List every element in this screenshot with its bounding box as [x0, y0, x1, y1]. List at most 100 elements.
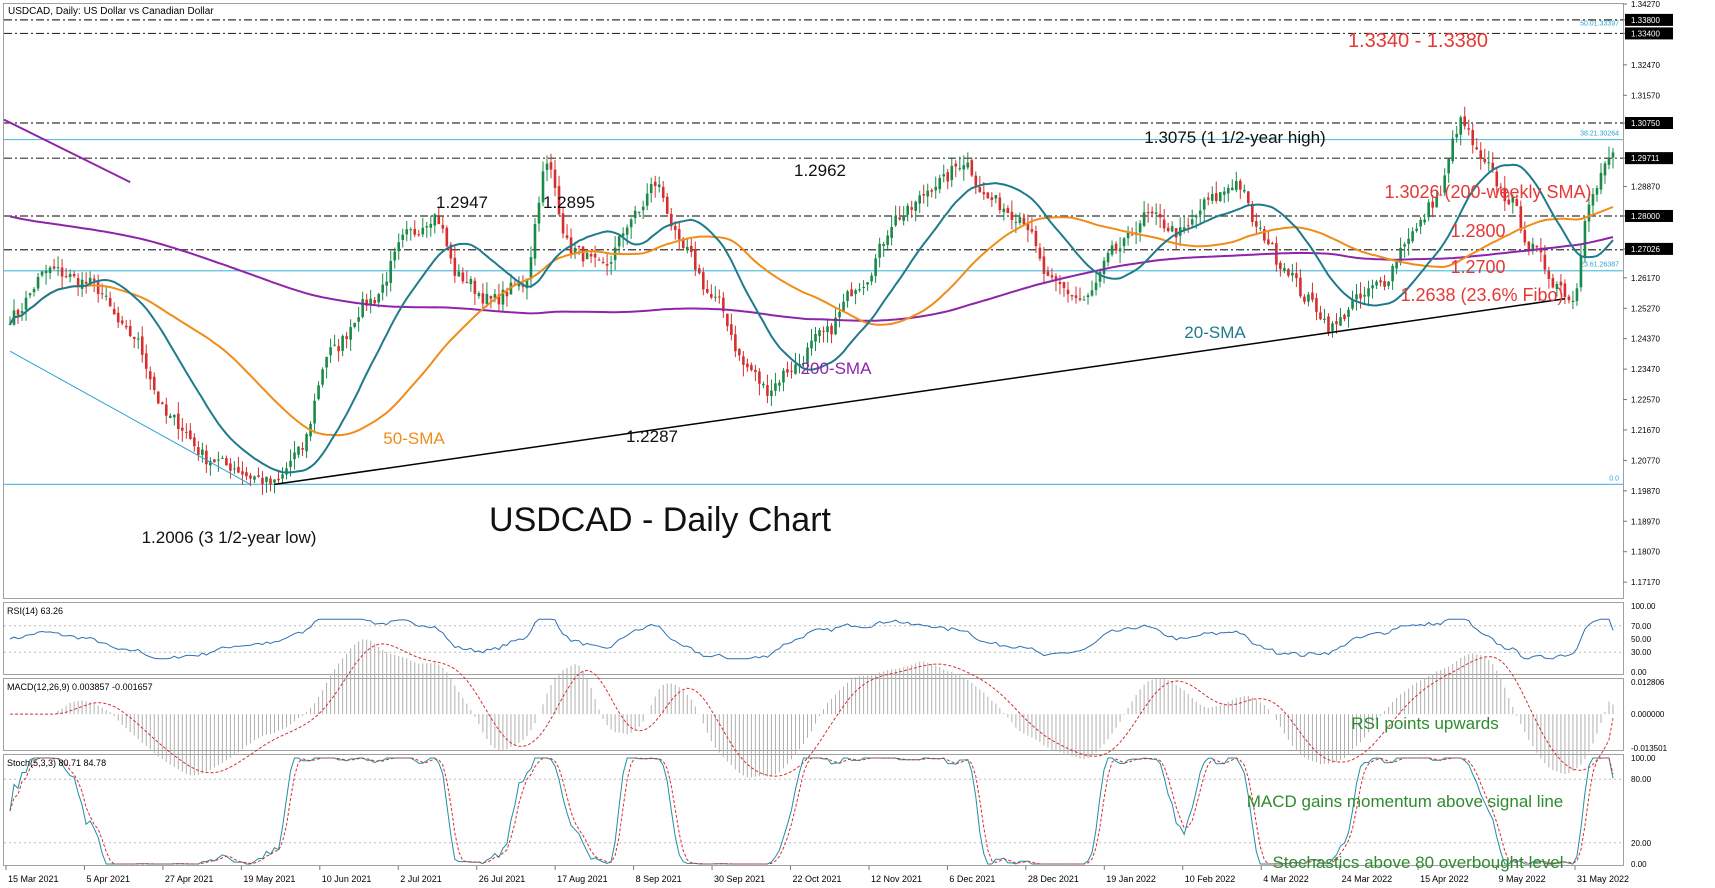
candle-body: [922, 194, 926, 196]
candle-body: [373, 299, 376, 304]
macd-panel[interactable]: [3, 678, 1624, 751]
candle-body: [337, 346, 340, 352]
candle-body: [341, 335, 344, 351]
candle-body: [281, 474, 284, 479]
candle-body: [589, 254, 593, 257]
candle-body: [1495, 171, 1499, 187]
candle-body: [1299, 277, 1302, 297]
price-tag-label: 1.33400: [1631, 29, 1660, 38]
candle-body: [1463, 116, 1467, 127]
candle-body: [1479, 150, 1483, 159]
candle-body: [1487, 162, 1491, 164]
candle-body: [537, 202, 541, 224]
candle-body: [56, 267, 60, 269]
candle-body: [641, 206, 645, 211]
price-panel[interactable]: [3, 3, 1624, 599]
candle-body: [898, 217, 901, 220]
candle-body: [890, 227, 893, 238]
candle-body: [830, 325, 833, 335]
candle-body: [1519, 206, 1523, 231]
candle-body: [1559, 281, 1563, 286]
candle-body: [806, 347, 809, 364]
candle-body: [1359, 293, 1362, 299]
candle-body: [665, 196, 669, 214]
candle-body: [381, 284, 384, 293]
date-tick-label: 30 Sep 2021: [714, 874, 765, 884]
candle-body: [645, 193, 649, 206]
annotation-high: 1.3075 (1 1/2-year high): [1144, 128, 1325, 147]
candle-body: [169, 415, 172, 419]
candle-body: [1475, 147, 1479, 150]
date-tick-label: 8 Sep 2021: [636, 874, 682, 884]
price-tag: [1625, 242, 1673, 255]
annotation-weekly-sma: 1.3026 (200-weekly SMA): [1384, 182, 1591, 202]
stoch-d-line: [9, 757, 1614, 865]
candle-body: [998, 197, 1002, 211]
candle-body: [197, 447, 200, 455]
macd-tick-label: 0.012806: [1631, 678, 1665, 687]
candle-body: [88, 277, 92, 285]
candle-body: [1527, 241, 1531, 250]
candle-body: [609, 262, 613, 264]
candle-body: [1126, 232, 1130, 239]
candle-body: [894, 215, 897, 226]
candle-body: [802, 363, 805, 365]
candle-body: [108, 297, 112, 307]
candle-body: [1583, 221, 1587, 257]
candle-body: [72, 274, 76, 277]
candle-body: [505, 291, 509, 297]
candle-body: [689, 245, 693, 253]
candle-body: [1122, 238, 1126, 246]
candle-body: [962, 165, 966, 170]
candle-body: [1050, 275, 1054, 278]
price-tick-label: 1.32470: [1631, 61, 1660, 70]
date-tick-label: 5 Apr 2021: [86, 874, 130, 884]
macd-tick-label: -0.013501: [1631, 744, 1668, 753]
candle-body: [1014, 221, 1018, 223]
candle-body: [481, 293, 485, 304]
candle-body: [1074, 295, 1078, 298]
candle-body: [1603, 163, 1607, 176]
candle-body: [1263, 229, 1266, 241]
candle-body: [1415, 228, 1418, 231]
candle-body: [706, 289, 709, 293]
candle-body: [1130, 234, 1134, 236]
price-tag: [1625, 152, 1673, 165]
candle-body: [862, 286, 865, 288]
candle-body: [1259, 227, 1262, 229]
candle-body: [710, 294, 713, 298]
sma-20-line: [9, 163, 1614, 474]
date-tick-label: 27 Apr 2021: [165, 874, 214, 884]
candle-body: [1311, 292, 1314, 300]
rsi-panel[interactable]: [3, 602, 1624, 675]
candle-body: [818, 330, 821, 337]
candle-body: [489, 295, 493, 299]
candle-body: [1295, 273, 1298, 279]
candle-body: [1090, 290, 1094, 296]
candle-body: [1114, 243, 1118, 251]
annotation-fibo: 1.2638 (23.6% Fibo): [1400, 285, 1563, 305]
stoch-tick-label: 80.00: [1631, 775, 1652, 784]
candle-body: [397, 242, 401, 252]
label-200-sma: 200-SMA: [801, 359, 873, 378]
candle-body: [1110, 245, 1114, 255]
candle-body: [774, 383, 777, 391]
candle-body: [377, 294, 380, 303]
candle-body: [621, 233, 625, 236]
candle-body: [60, 267, 64, 277]
candle-body: [1210, 194, 1214, 201]
date-tick-label: 19 Jan 2022: [1106, 874, 1156, 884]
candle-body: [181, 427, 184, 431]
stoch-panel[interactable]: [3, 754, 1624, 866]
candle-body: [786, 369, 789, 373]
price-tick-label: 1.18970: [1631, 517, 1660, 526]
candle-body: [858, 289, 861, 291]
candle-body: [1539, 247, 1543, 253]
candle-body: [385, 281, 389, 286]
annotation-2947: 1.2947: [436, 193, 488, 212]
candle-body: [1423, 219, 1426, 223]
candle-body: [978, 186, 982, 193]
candle-body: [561, 213, 565, 234]
candle-body: [1038, 247, 1042, 259]
candle-body: [910, 207, 913, 210]
